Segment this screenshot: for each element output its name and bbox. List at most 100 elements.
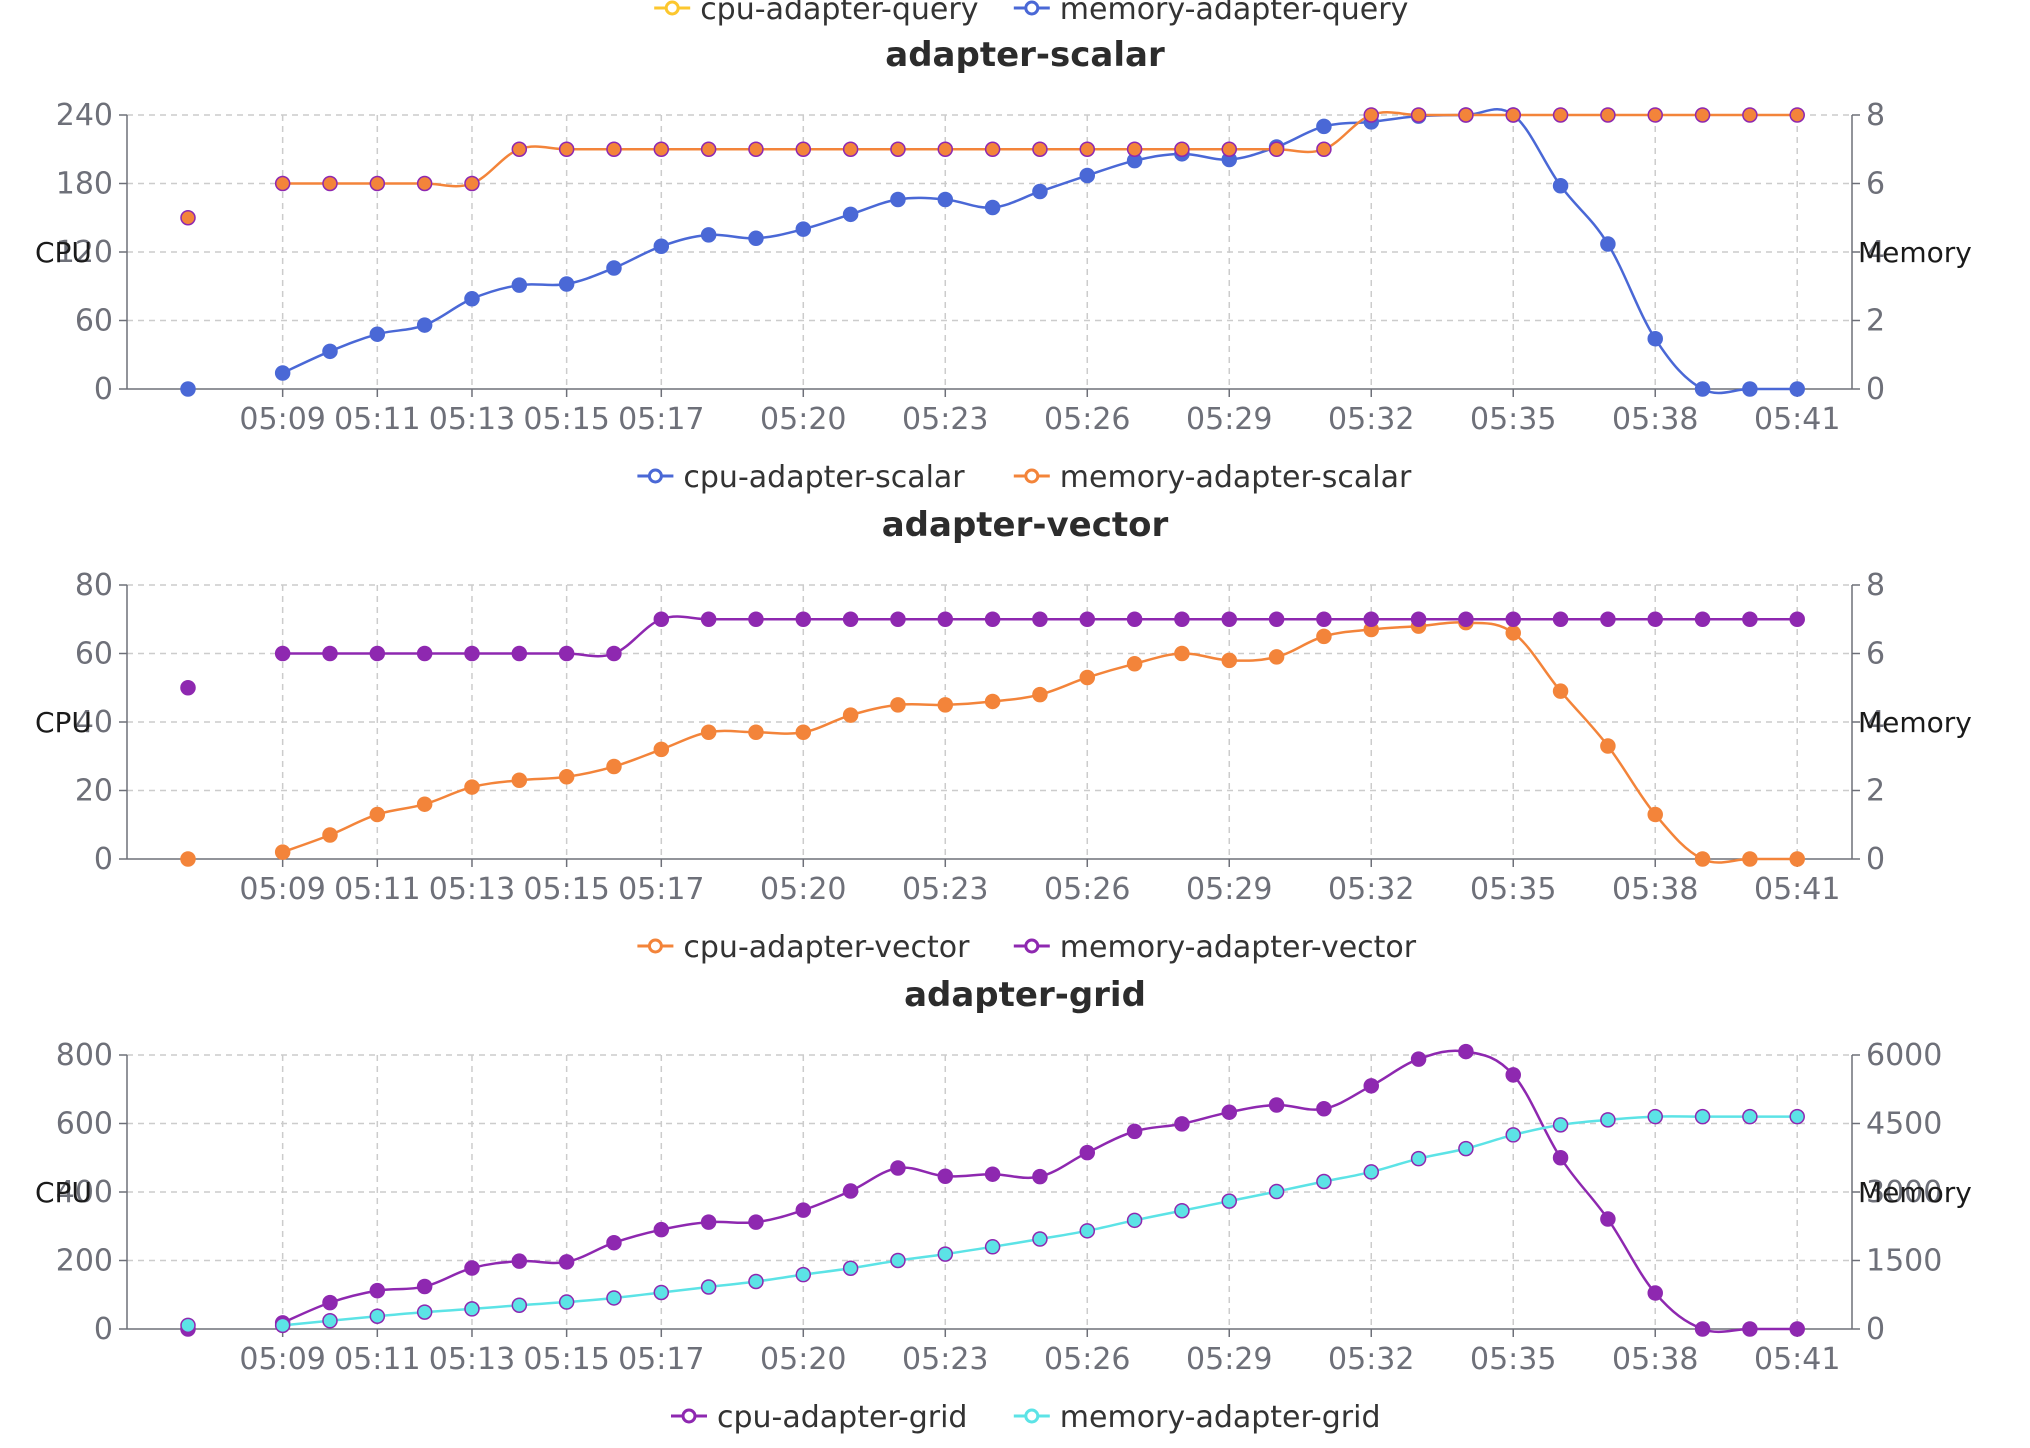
data-point-2-0-14 bbox=[842, 707, 859, 723]
data-point-3-1-27 bbox=[1458, 1140, 1474, 1157]
data-point-3-0-4 bbox=[369, 1282, 386, 1299]
x-tick-label-3-5: 05:20 bbox=[760, 1342, 846, 1377]
x-tick-label-3-4: 05:17 bbox=[618, 1342, 704, 1377]
y2-tick-label-1-2: 4 bbox=[1866, 235, 1885, 270]
x-tick-label-3-3: 05:15 bbox=[523, 1342, 609, 1377]
data-point-1-1-6 bbox=[464, 175, 480, 192]
data-point-3-0-5 bbox=[416, 1278, 433, 1295]
data-point-2-1-12 bbox=[748, 611, 764, 627]
data-point-2-1-32 bbox=[1694, 611, 1711, 627]
x-tick-label-2-6: 05:23 bbox=[902, 872, 988, 907]
y-tick-label-3-0: 0 bbox=[94, 1312, 113, 1347]
data-point-2-1-19 bbox=[1079, 611, 1096, 627]
data-point-3-1-30 bbox=[1600, 1112, 1616, 1128]
data-point-2-1-13 bbox=[795, 611, 812, 627]
x-tick-label-3-9: 05:32 bbox=[1328, 1342, 1414, 1377]
data-point-3-1-28 bbox=[1505, 1127, 1521, 1143]
data-point-1-1-23 bbox=[1268, 141, 1285, 157]
x-tick-label-1-7: 05:26 bbox=[1044, 402, 1130, 437]
data-point-2-1-14 bbox=[842, 611, 859, 627]
data-point-2-1-29 bbox=[1552, 611, 1569, 627]
x-tick-label-1-11: 05:38 bbox=[1612, 402, 1698, 437]
data-point-3-1-31 bbox=[1647, 1108, 1663, 1125]
data-point-1-1-25 bbox=[1363, 107, 1379, 123]
y2-tick-label-1-4: 8 bbox=[1866, 98, 1885, 133]
x-tick-label-3-1: 05:11 bbox=[334, 1342, 420, 1377]
legend-label-0-0: cpu-adapter-query bbox=[700, 0, 978, 27]
x-tick-label-3-12: 05:41 bbox=[1754, 1342, 1840, 1377]
data-point-1-1-8 bbox=[558, 141, 575, 157]
data-point-2-0-31 bbox=[1647, 806, 1663, 823]
x-tick-label-2-0: 05:09 bbox=[239, 872, 325, 907]
chart-title-2: adapter-vector bbox=[882, 505, 1169, 545]
data-point-1-1-20 bbox=[1126, 141, 1143, 157]
legend-label-0-1: memory-adapter-query bbox=[1060, 0, 1409, 27]
x-tick-label-1-6: 05:23 bbox=[902, 402, 988, 437]
data-point-3-1-12 bbox=[748, 1273, 764, 1290]
data-point-3-1-32 bbox=[1694, 1108, 1711, 1125]
data-point-2-0-21 bbox=[1174, 645, 1190, 662]
data-point-3-0-15 bbox=[890, 1160, 906, 1176]
data-point-3-0-19 bbox=[1079, 1144, 1096, 1161]
data-point-2-0-17 bbox=[984, 693, 1001, 710]
y-axis-title-1: CPU bbox=[35, 236, 92, 269]
data-point-3-1-17 bbox=[984, 1239, 1001, 1255]
y2-axis-title-3: Memory bbox=[1858, 1176, 1972, 1209]
data-point-1-1-14 bbox=[842, 141, 859, 157]
x-tick-label-1-9: 05:32 bbox=[1328, 402, 1414, 437]
x-tick-label-1-4: 05:17 bbox=[618, 402, 704, 437]
data-point-1-1-24 bbox=[1316, 141, 1332, 157]
data-point-2-0-34 bbox=[1789, 851, 1805, 867]
legend-marker-1-0 bbox=[647, 468, 663, 484]
data-point-2-0-5 bbox=[416, 796, 433, 812]
data-point-3-0-26 bbox=[1410, 1051, 1427, 1067]
data-point-2-1-8 bbox=[558, 645, 575, 662]
y2-tick-label-1-1: 2 bbox=[1866, 304, 1885, 339]
data-point-2-0-2 bbox=[274, 844, 291, 860]
x-tick-label-3-0: 05:09 bbox=[239, 1342, 325, 1377]
x-tick-label-2-7: 05:26 bbox=[1044, 872, 1130, 907]
data-point-2-0-32 bbox=[1694, 851, 1711, 867]
data-point-2-1-0 bbox=[180, 680, 196, 696]
data-point-3-1-23 bbox=[1268, 1183, 1285, 1200]
data-point-1-0-14 bbox=[842, 206, 859, 223]
data-point-2-1-25 bbox=[1363, 611, 1379, 627]
y-tick-label-3-1: 200 bbox=[56, 1244, 113, 1279]
data-point-2-1-28 bbox=[1505, 611, 1521, 627]
data-point-3-1-2 bbox=[274, 1317, 291, 1334]
y2-tick-label-2-0: 0 bbox=[1866, 842, 1885, 877]
data-point-2-0-22 bbox=[1221, 652, 1238, 669]
y-tick-label-2-2: 40 bbox=[75, 705, 113, 740]
x-tick-label-1-10: 05:35 bbox=[1470, 402, 1556, 437]
data-point-1-0-19 bbox=[1079, 167, 1096, 184]
y-tick-label-2-1: 20 bbox=[75, 774, 113, 809]
data-point-3-0-32 bbox=[1694, 1321, 1711, 1337]
data-point-3-1-4 bbox=[369, 1308, 386, 1324]
data-point-2-1-15 bbox=[890, 611, 906, 627]
data-point-1-0-4 bbox=[369, 326, 386, 342]
legend-label-2-0: cpu-adapter-vector bbox=[683, 930, 970, 965]
data-point-1-0-24 bbox=[1316, 118, 1332, 135]
legend-label-3-1: memory-adapter-grid bbox=[1060, 1400, 1381, 1435]
x-tick-label-2-10: 05:35 bbox=[1470, 872, 1556, 907]
data-point-2-0-15 bbox=[890, 697, 906, 713]
x-tick-label-3-7: 05:26 bbox=[1044, 1342, 1130, 1377]
data-point-1-0-33 bbox=[1742, 381, 1758, 397]
x-tick-label-2-5: 05:20 bbox=[760, 872, 846, 907]
data-point-1-0-5 bbox=[416, 317, 433, 333]
data-point-3-1-10 bbox=[653, 1284, 670, 1301]
x-tick-label-1-12: 05:41 bbox=[1754, 402, 1840, 437]
data-point-2-0-7 bbox=[511, 772, 528, 788]
data-point-1-1-0 bbox=[180, 210, 196, 226]
y-axis-title-3: CPU bbox=[35, 1176, 92, 1209]
data-point-3-0-30 bbox=[1600, 1211, 1616, 1227]
data-point-1-1-26 bbox=[1410, 107, 1427, 123]
data-point-1-0-30 bbox=[1600, 236, 1616, 252]
data-point-3-1-22 bbox=[1221, 1193, 1238, 1209]
data-point-2-1-3 bbox=[322, 645, 338, 662]
data-point-1-1-27 bbox=[1458, 107, 1474, 123]
data-point-1-1-2 bbox=[274, 175, 291, 192]
data-point-2-1-22 bbox=[1221, 611, 1238, 627]
data-point-2-1-11 bbox=[700, 611, 717, 627]
data-point-3-1-0 bbox=[180, 1317, 196, 1334]
